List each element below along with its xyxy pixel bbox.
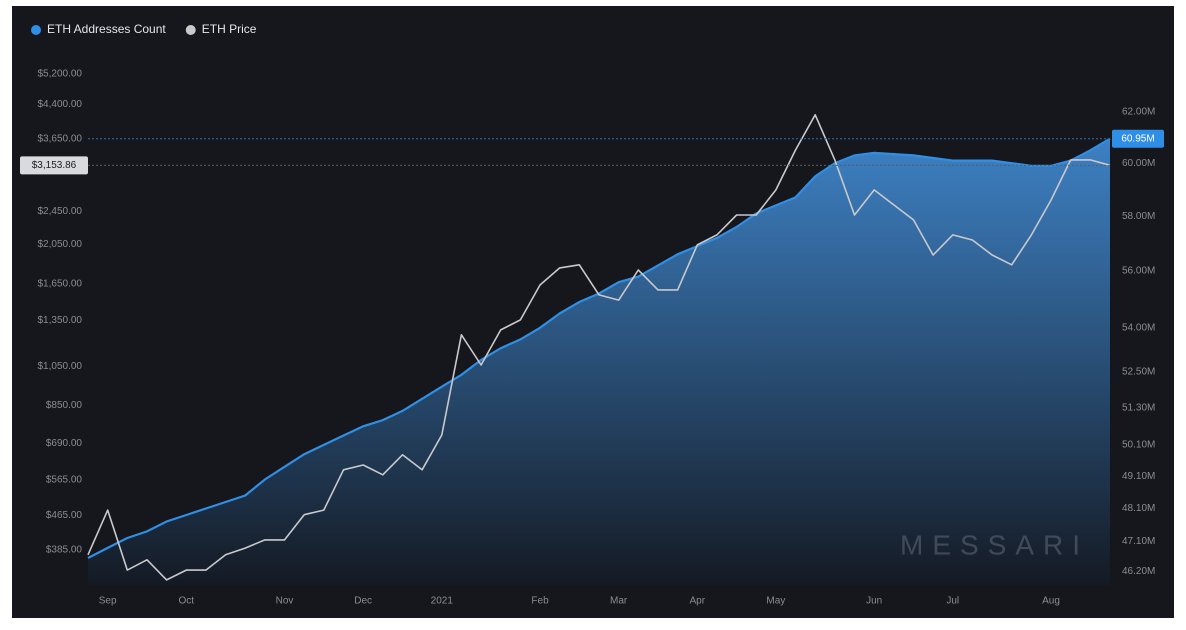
x-tick-label: May <box>766 596 785 607</box>
x-tick-label: Sep <box>99 596 117 607</box>
y-tick-label: $385.00 <box>46 545 83 556</box>
y2-tick-label: 47.10M <box>1122 536 1155 547</box>
y2-tick-label: 54.00M <box>1122 322 1155 333</box>
legend-label: ETH Price <box>202 22 257 36</box>
y-tick-label: $1,650.00 <box>38 278 83 289</box>
marker-badge <box>1112 129 1164 148</box>
x-tick-label: Mar <box>610 596 628 607</box>
y2-tick-label: 49.10M <box>1122 471 1155 482</box>
y2-tick-label: 50.10M <box>1122 439 1155 450</box>
y2-tick-label: 62.00M <box>1122 107 1155 118</box>
watermark: MESSARI <box>900 529 1089 560</box>
y-tick-label: $565.00 <box>46 475 83 486</box>
x-tick-label: Apr <box>689 596 705 607</box>
y-tick-label: $4,400.00 <box>38 99 83 110</box>
y2-tick-label: 48.10M <box>1122 503 1155 514</box>
legend-swatch <box>31 25 41 35</box>
y-tick-label: $690.00 <box>46 438 83 449</box>
y-tick-label: $850.00 <box>46 400 83 411</box>
marker-badge <box>20 156 88 175</box>
marker-label: 60.95M <box>1121 133 1154 144</box>
marker-label: $3,153.86 <box>32 160 77 171</box>
line <box>87 114 1111 581</box>
plot-area: $5,200.00 $4,400.00 $3,650.00 $2,450.00 $2,0… <box>20 69 1164 607</box>
y2-tick-label: 60.00M <box>1122 158 1155 169</box>
y-tick-label: $2,450.00 <box>38 206 83 217</box>
legend-label: ETH Addresses Count <box>47 22 166 36</box>
y-tick-label: $2,050.00 <box>38 239 83 250</box>
x-tick-label: Oct <box>178 596 194 607</box>
y-tick-label: $1,050.00 <box>38 361 83 372</box>
x-tick-label: Jul <box>946 596 959 607</box>
y2-tick-label: 58.00M <box>1122 211 1155 222</box>
legend-swatch <box>185 25 196 35</box>
area-fill <box>88 138 1110 585</box>
x-tick-label: Feb <box>531 596 549 607</box>
x-tick-label: Jun <box>866 596 882 607</box>
y2-tick-label: 51.30M <box>1122 403 1155 414</box>
y2-tick-label: 46.20M <box>1122 566 1155 577</box>
y-tick-label: $1,350.00 <box>38 315 83 326</box>
x-tick-label: Nov <box>276 596 294 607</box>
y-tick-label: $5,200.00 <box>38 69 83 80</box>
y2-tick-label: 52.50M <box>1122 366 1155 377</box>
x-tick-label: Aug <box>1042 596 1060 607</box>
y-tick-label: $3,650.00 <box>38 133 83 144</box>
x-tick-label: Dec <box>354 596 372 607</box>
y-tick-label: $465.00 <box>46 510 83 521</box>
y2-tick-label: 56.00M <box>1122 266 1155 277</box>
x-tick-label: 2021 <box>431 596 454 607</box>
